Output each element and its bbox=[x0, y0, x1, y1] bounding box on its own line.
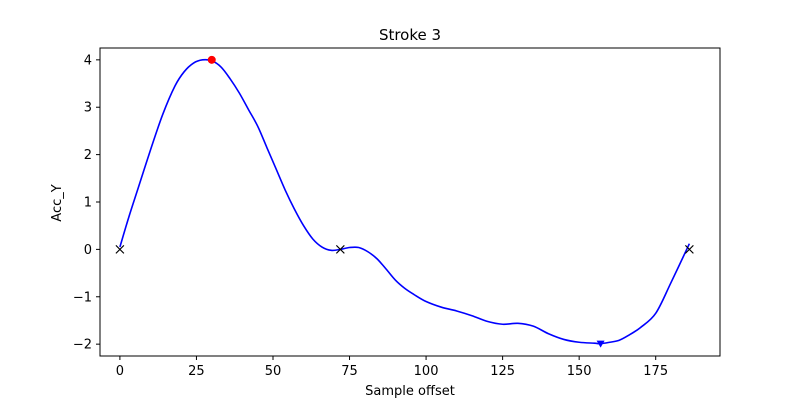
series-line-0 bbox=[119, 58, 691, 345]
plot-frame bbox=[99, 47, 721, 357]
y-tick-label: 2 bbox=[84, 148, 92, 163]
max-point-marker bbox=[207, 55, 216, 64]
y-tick-label: −2 bbox=[73, 338, 92, 353]
y-tick-label: 3 bbox=[84, 101, 92, 116]
y-tick-label: 1 bbox=[84, 196, 92, 211]
x-tick-label: 100 bbox=[414, 364, 439, 379]
x-axis-label: Sample offset bbox=[365, 384, 455, 399]
x-tick-label: 150 bbox=[567, 364, 592, 379]
x-tick-label: 175 bbox=[643, 364, 668, 379]
chart-title: Stroke 3 bbox=[379, 26, 441, 44]
x-tick-label: 25 bbox=[188, 364, 205, 379]
y-axis-label: Acc_Y bbox=[50, 184, 65, 221]
zero-crossing-marker bbox=[115, 244, 125, 254]
x-tick-label: 125 bbox=[490, 364, 515, 379]
y-tick-label: 0 bbox=[84, 243, 92, 258]
x-tick-label: 75 bbox=[341, 364, 358, 379]
y-tick-label: 4 bbox=[84, 53, 92, 68]
min-point-marker bbox=[596, 340, 605, 348]
zero-crossing-marker bbox=[335, 244, 345, 254]
y-tick-label: −1 bbox=[73, 290, 92, 305]
zero-crossing-marker bbox=[684, 244, 694, 254]
x-tick-label: 50 bbox=[265, 364, 282, 379]
plot-area bbox=[115, 55, 694, 348]
axis-ticks: 0 25 50 75 100 125 150 175 4 3 2 1 0 −1 −2 bbox=[73, 53, 668, 379]
x-tick-label: 0 bbox=[116, 364, 124, 379]
